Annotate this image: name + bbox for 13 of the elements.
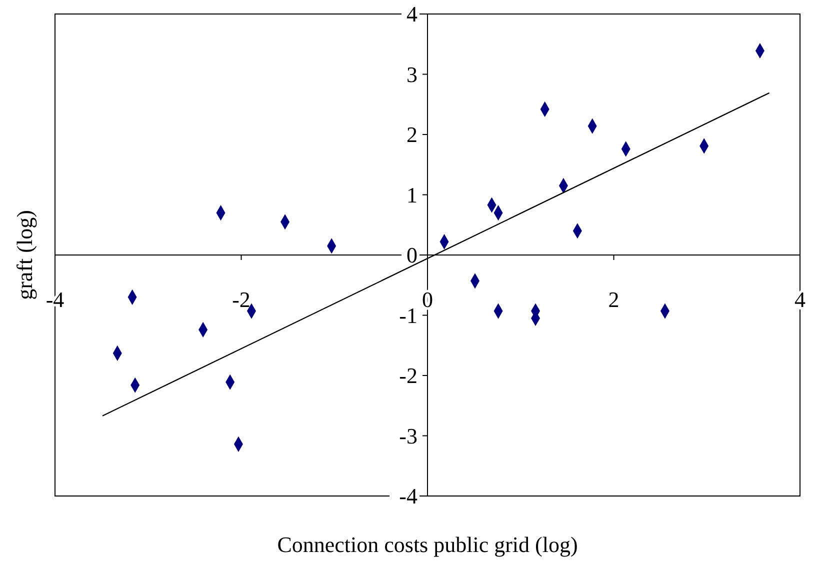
x-axis-title: Connection costs public grid (log): [277, 532, 578, 557]
y-tick-label: -4: [399, 484, 418, 509]
y-tick-label: 2: [406, 122, 418, 148]
y-tick-label: -1: [399, 302, 418, 328]
y-tick-label: -3: [399, 423, 418, 448]
x-tick-label: 2: [608, 287, 620, 312]
y-tick-label: 4: [406, 2, 418, 27]
x-tick-label: -2: [232, 287, 250, 312]
y-tick-label: 1: [406, 182, 418, 208]
y-tick-label: -2: [399, 363, 418, 388]
y-tick-label: 3: [406, 62, 418, 87]
y-tick-label: 0: [406, 242, 418, 268]
y-axis-title: graft (log): [12, 210, 37, 300]
